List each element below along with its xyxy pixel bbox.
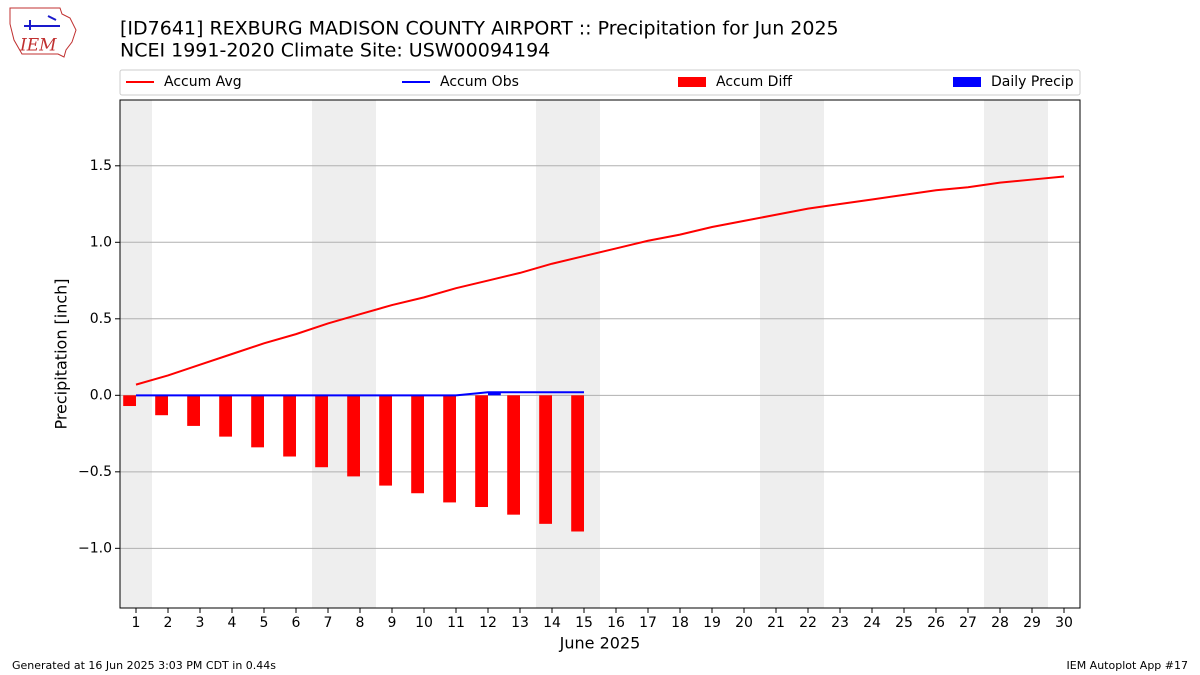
bar xyxy=(443,395,456,503)
x-tick-label: 24 xyxy=(863,615,881,631)
x-tick-label: 6 xyxy=(292,615,301,631)
legend-label: Daily Precip xyxy=(991,74,1074,90)
x-tick-label: 3 xyxy=(196,615,205,631)
x-tick-label: 13 xyxy=(511,615,529,631)
bar xyxy=(488,392,501,396)
weekend-shade xyxy=(760,100,792,608)
y-tick-label: 0.5 xyxy=(90,311,112,327)
line xyxy=(136,391,584,397)
x-tick-label: 30 xyxy=(1055,615,1073,631)
footer-right: IEM Autoplot App #17 xyxy=(1067,659,1189,672)
legend-swatch xyxy=(953,77,981,87)
line xyxy=(135,175,1065,386)
weekend-shade xyxy=(792,100,824,608)
y-tick-label: 1.5 xyxy=(90,158,112,174)
plot-frame xyxy=(119,99,1081,609)
legend-label: Accum Diff xyxy=(716,74,792,90)
x-tick-label: 21 xyxy=(767,615,785,631)
bar xyxy=(123,395,136,407)
x-tick-label: 22 xyxy=(799,615,817,631)
y-tick-label: −1.0 xyxy=(78,540,112,556)
bar xyxy=(187,395,200,426)
bar xyxy=(347,395,360,477)
logo-icon xyxy=(24,15,60,30)
logo-text: IEM xyxy=(19,36,57,56)
legend-label: Accum Obs xyxy=(440,74,519,90)
x-tick-label: 17 xyxy=(639,615,657,631)
logo-outline xyxy=(9,7,77,58)
weekend-shade xyxy=(536,100,568,608)
bar xyxy=(219,395,232,437)
x-tick-label: 10 xyxy=(415,615,433,631)
x-tick-label: 1 xyxy=(132,615,141,631)
bar xyxy=(571,395,584,532)
x-tick-label: 25 xyxy=(895,615,913,631)
legend-swatch xyxy=(678,77,706,87)
x-tick-label: 4 xyxy=(228,615,237,631)
y-tick-label: 1.0 xyxy=(90,234,112,250)
x-tick-label: 16 xyxy=(607,615,625,631)
bar xyxy=(251,395,264,448)
weekend-shade xyxy=(1016,100,1048,608)
x-tick-label: 12 xyxy=(479,615,497,631)
x-tick-label: 26 xyxy=(927,615,945,631)
x-axis-label: June 2025 xyxy=(559,634,641,653)
x-tick-label: 15 xyxy=(575,615,593,631)
x-tick-label: 5 xyxy=(260,615,269,631)
bar xyxy=(475,395,488,508)
x-tick-label: 19 xyxy=(703,615,721,631)
x-tick-label: 28 xyxy=(991,615,1009,631)
bar xyxy=(507,395,520,515)
x-tick-label: 29 xyxy=(1023,615,1041,631)
y-axis-label: Precipitation [inch] xyxy=(52,278,71,429)
x-tick-label: 18 xyxy=(671,615,689,631)
bar xyxy=(283,395,296,457)
legend xyxy=(119,69,1081,96)
x-tick-label: 27 xyxy=(959,615,977,631)
weekend-shade xyxy=(120,100,152,608)
chart-title: [ID7641] REXBURG MADISON COUNTY AIRPORT … xyxy=(120,18,839,40)
bar xyxy=(155,395,168,416)
weekend-shade xyxy=(344,100,376,608)
y-tick-label: 0.0 xyxy=(90,387,112,403)
x-tick-label: 8 xyxy=(356,615,365,631)
weekend-shade xyxy=(568,100,600,608)
x-tick-label: 7 xyxy=(324,615,333,631)
bar xyxy=(539,395,552,524)
logo: IEM xyxy=(9,7,77,58)
x-tick-label: 23 xyxy=(831,615,849,631)
x-tick-label: 2 xyxy=(164,615,173,631)
chart-subtitle: NCEI 1991-2020 Climate Site: USW00094194 xyxy=(120,40,550,62)
weekend-shade xyxy=(312,100,344,608)
x-tick-label: 11 xyxy=(447,615,465,631)
x-tick-label: 14 xyxy=(543,615,561,631)
bar xyxy=(315,395,328,468)
legend-label: Accum Avg xyxy=(164,74,242,90)
x-tick-label: 9 xyxy=(388,615,397,631)
bar xyxy=(379,395,392,486)
footer-left: Generated at 16 Jun 2025 3:03 PM CDT in … xyxy=(12,659,276,672)
y-tick-label: −0.5 xyxy=(78,464,112,480)
weekend-shade xyxy=(984,100,1016,608)
bar xyxy=(411,395,424,494)
x-tick-label: 20 xyxy=(735,615,753,631)
